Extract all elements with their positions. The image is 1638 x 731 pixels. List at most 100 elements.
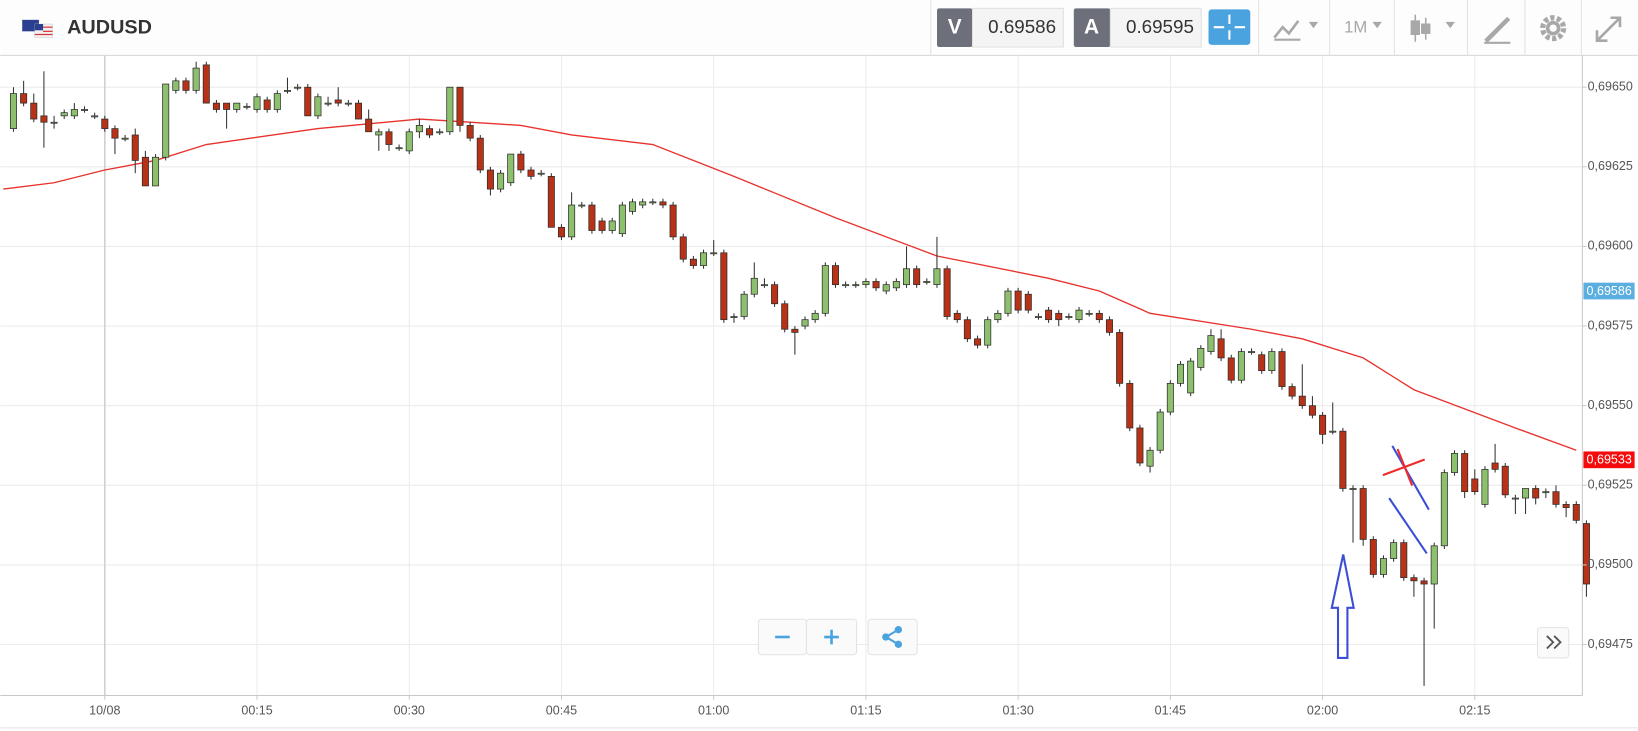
candle (273, 90, 281, 113)
candle-body (70, 109, 78, 117)
candle-style-button[interactable] (1410, 14, 1455, 42)
candle (233, 102, 241, 113)
candle-body (740, 293, 748, 317)
candle-body (111, 128, 119, 139)
candle-body (223, 102, 231, 110)
x-tick-label: 10/08 (89, 703, 120, 717)
candle-body (557, 226, 565, 238)
candle (669, 201, 677, 241)
candle (1552, 485, 1560, 508)
fullscreen-button[interactable] (1595, 16, 1622, 43)
drawing-tools-button[interactable] (1484, 16, 1511, 44)
x-tick-label: 01:45 (1155, 703, 1186, 717)
candle-body (1055, 312, 1063, 321)
candle (1349, 485, 1357, 543)
candle-body (892, 281, 900, 289)
candle (720, 249, 728, 323)
candle-body (1542, 491, 1550, 494)
y-tick-label: 0,69475 (1588, 637, 1633, 651)
candle (1288, 383, 1296, 400)
candle (283, 77, 291, 94)
candle (486, 166, 494, 196)
candle (629, 198, 637, 215)
zoom-out-button[interactable] (757, 618, 807, 656)
scroll-right-button[interactable] (1536, 627, 1570, 659)
candle (1461, 450, 1469, 499)
candle (466, 122, 474, 142)
candle (91, 112, 99, 120)
candle (30, 93, 38, 123)
x-tick-label: 00:30 (394, 703, 425, 717)
x-tick-label: 01:30 (1002, 703, 1033, 717)
candle (1511, 494, 1519, 514)
candle (547, 173, 555, 228)
candle (771, 281, 779, 307)
candle-body (1136, 427, 1144, 464)
candle-body (1116, 332, 1124, 384)
y-tick-label: 0,69625 (1588, 159, 1633, 173)
candle (689, 255, 697, 269)
candle (81, 106, 89, 113)
candle (375, 128, 383, 151)
candle (1379, 555, 1387, 578)
candle-body (1166, 383, 1174, 413)
candle-body (1379, 558, 1387, 575)
candle-body (1024, 293, 1032, 311)
candle-body (121, 137, 129, 140)
moving-average-line (3, 118, 1577, 451)
candle-body (344, 102, 352, 105)
candle (162, 83, 170, 161)
candle-body (1298, 395, 1306, 407)
candle (659, 198, 667, 209)
sell-button[interactable]: V 0.69586 (937, 7, 1064, 48)
candle (831, 262, 839, 288)
candle (1055, 310, 1063, 327)
candle-body (517, 153, 525, 171)
candle-body (202, 64, 210, 104)
candle-body (101, 118, 109, 129)
candle (253, 93, 261, 113)
x-tick-label: 00:45 (546, 703, 577, 717)
candle (1491, 443, 1499, 473)
candle-body (811, 312, 819, 321)
candle (963, 316, 971, 342)
candle (507, 153, 515, 186)
y-tick-label: 0,69600 (1588, 239, 1633, 253)
candle-body (608, 220, 616, 231)
buy-button[interactable]: A 0.69595 (1073, 7, 1202, 48)
candle-body (20, 93, 28, 104)
sell-label[interactable]: V (948, 16, 962, 39)
timeframe[interactable]: 1M (1344, 18, 1367, 37)
candle-body (1339, 430, 1347, 489)
candle (537, 170, 545, 177)
candle (557, 224, 565, 241)
crosshair-button[interactable] (1208, 9, 1251, 45)
share-button[interactable] (867, 618, 918, 656)
candle-body (426, 128, 434, 136)
candle (1532, 485, 1540, 505)
candle (436, 128, 444, 135)
candle-body (507, 153, 515, 184)
candle (314, 93, 322, 120)
candle-body (365, 118, 373, 133)
settings-button[interactable] (1540, 15, 1567, 42)
candle-body (1065, 316, 1073, 318)
buy-label[interactable]: A (1084, 16, 1099, 39)
candle-body (781, 303, 789, 330)
candle (182, 77, 190, 94)
candle (760, 278, 768, 288)
buy-price[interactable]: 0.69595 (1126, 16, 1194, 37)
candle-body (801, 319, 809, 327)
chart-type-button[interactable] (1273, 20, 1319, 41)
candle (943, 265, 951, 320)
candle (9, 87, 17, 132)
sell-price[interactable]: 0.69586 (988, 16, 1056, 37)
zoom-in-button[interactable] (805, 618, 858, 656)
timeframe-button[interactable]: 1M (1344, 18, 1382, 37)
candle-body (1329, 430, 1337, 433)
candle (172, 77, 180, 94)
candle (426, 125, 434, 139)
candle-body (50, 121, 58, 124)
